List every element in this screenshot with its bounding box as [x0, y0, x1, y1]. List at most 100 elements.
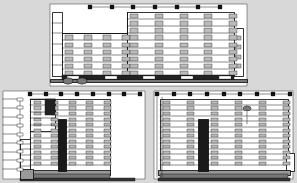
Bar [45, 99, 55, 115]
Bar [104, 129, 111, 132]
Bar [158, 178, 290, 181]
Bar [51, 140, 59, 143]
Bar [110, 5, 114, 9]
Bar [204, 36, 212, 40]
Bar [127, 12, 234, 76]
Bar [235, 134, 242, 137]
Bar [34, 101, 41, 104]
Bar [30, 174, 110, 179]
Bar [62, 75, 234, 80]
Bar [75, 92, 79, 96]
Bar [229, 14, 237, 18]
Bar [30, 99, 110, 171]
Bar [283, 156, 290, 159]
Bar [211, 117, 218, 121]
Bar [211, 134, 218, 137]
Bar [34, 151, 41, 154]
Bar [155, 92, 159, 96]
Bar [104, 117, 111, 121]
Bar [86, 145, 94, 148]
Bar [34, 145, 41, 148]
Bar [235, 112, 242, 115]
Bar [34, 123, 41, 126]
Bar [130, 64, 138, 68]
Bar [86, 101, 94, 104]
Bar [155, 28, 163, 33]
Bar [17, 132, 23, 135]
Bar [155, 57, 163, 61]
Bar [20, 170, 110, 175]
Bar [204, 21, 212, 25]
Bar [65, 43, 73, 47]
Circle shape [63, 78, 73, 84]
Bar [235, 123, 242, 126]
Bar [187, 145, 194, 148]
Bar [283, 140, 290, 143]
Bar [259, 156, 266, 159]
Bar [211, 101, 218, 104]
Circle shape [243, 106, 251, 111]
Bar [65, 64, 73, 68]
Bar [103, 64, 111, 68]
Bar [65, 71, 73, 75]
Bar [17, 141, 23, 144]
Bar [235, 55, 241, 59]
Bar [84, 57, 92, 61]
Bar [163, 123, 170, 126]
Bar [154, 91, 293, 179]
Bar [180, 64, 188, 68]
Bar [160, 174, 288, 179]
Bar [211, 123, 218, 126]
Bar [211, 162, 218, 165]
Bar [163, 117, 170, 121]
Bar [34, 162, 41, 165]
Bar [259, 145, 266, 148]
Bar [259, 101, 266, 104]
Bar [255, 92, 259, 96]
Bar [153, 5, 157, 9]
Bar [88, 5, 92, 9]
Bar [86, 134, 94, 137]
Bar [229, 57, 237, 61]
Bar [259, 140, 266, 143]
Bar [104, 151, 111, 154]
Bar [163, 140, 170, 143]
Bar [235, 117, 242, 121]
Bar [28, 92, 32, 96]
Bar [58, 119, 66, 171]
Bar [163, 151, 170, 154]
Bar [235, 45, 241, 49]
Bar [69, 140, 76, 143]
Bar [180, 50, 188, 54]
Bar [34, 129, 41, 132]
Bar [187, 112, 194, 115]
Bar [103, 71, 111, 75]
Bar [187, 101, 194, 104]
Bar [180, 43, 188, 47]
Bar [283, 107, 290, 109]
Bar [84, 43, 92, 47]
Bar [235, 151, 242, 154]
Bar [163, 145, 170, 148]
Bar [34, 140, 41, 143]
Bar [34, 134, 41, 137]
Bar [51, 156, 59, 159]
Bar [17, 106, 23, 109]
Bar [163, 101, 170, 104]
Bar [91, 92, 95, 96]
Bar [69, 129, 76, 132]
Bar [103, 36, 111, 40]
Bar [155, 43, 163, 47]
Bar [187, 140, 194, 143]
Bar [283, 101, 290, 104]
Bar [235, 107, 242, 109]
Bar [130, 36, 138, 40]
Bar [229, 64, 237, 68]
Bar [229, 36, 237, 40]
Bar [211, 129, 218, 132]
Bar [283, 112, 290, 115]
Bar [34, 117, 41, 121]
Bar [288, 92, 292, 96]
Bar [187, 156, 194, 159]
Bar [34, 112, 41, 115]
